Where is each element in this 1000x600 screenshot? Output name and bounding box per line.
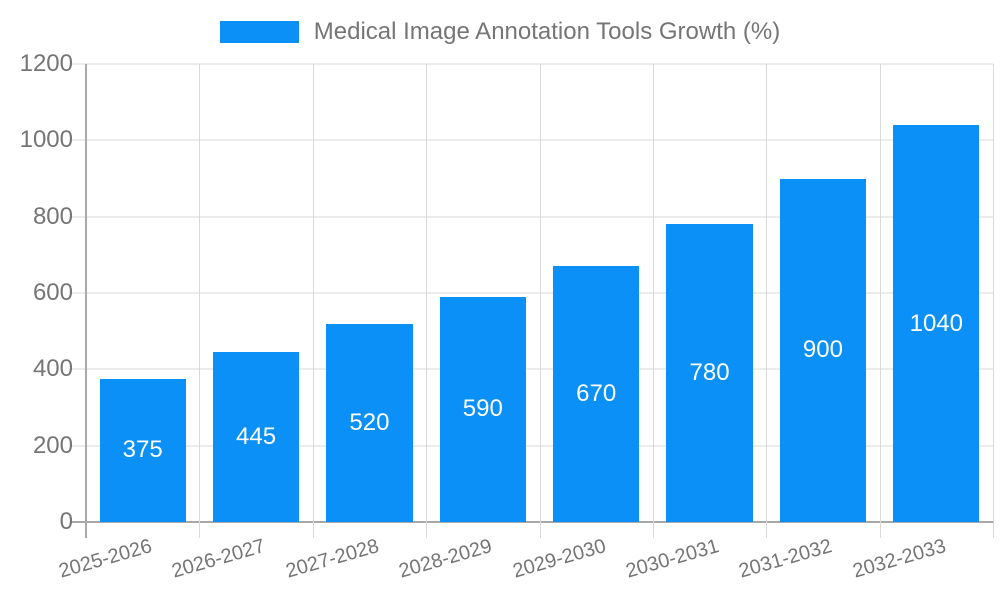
chart-legend[interactable]: Medical Image Annotation Tools Growth (%… bbox=[0, 18, 1000, 46]
x-tick-label: 2031-2032 bbox=[736, 535, 835, 583]
h-gridline bbox=[70, 445, 993, 447]
bar-value-label: 780 bbox=[689, 359, 730, 387]
bar-slot: 375 bbox=[86, 64, 199, 522]
legend-label: Medical Image Annotation Tools Growth (%… bbox=[313, 18, 781, 45]
bar-value-label: 375 bbox=[122, 436, 163, 464]
h-gridline bbox=[70, 216, 993, 218]
bar-value-label: 445 bbox=[236, 423, 277, 451]
y-tick-label: 0 bbox=[59, 508, 73, 535]
bar-slot: 780 bbox=[653, 64, 766, 522]
y-tick-label: 400 bbox=[32, 355, 73, 383]
bar-value-label: 520 bbox=[349, 408, 390, 436]
bar-slot: 1040 bbox=[880, 64, 993, 522]
x-tick-label: 2032-2033 bbox=[850, 535, 949, 583]
y-tick-label: 600 bbox=[32, 279, 73, 306]
x-axis-labels: 2025-2026 2026-2027 2027-2028 2028-2029 2029… bbox=[56, 522, 993, 600]
bar: 445 bbox=[212, 352, 300, 522]
legend-swatch bbox=[219, 21, 299, 43]
y-axis-line bbox=[85, 64, 87, 538]
v-gridline bbox=[879, 64, 881, 538]
h-gridline bbox=[70, 368, 993, 370]
bar-slot: 900 bbox=[766, 64, 879, 522]
v-gridline bbox=[766, 64, 768, 538]
bar: 670 bbox=[553, 266, 640, 522]
y-tick-label: 800 bbox=[32, 202, 73, 230]
h-gridline bbox=[70, 292, 993, 294]
bar: 590 bbox=[439, 296, 526, 522]
bar-value-label: 590 bbox=[462, 395, 503, 423]
h-gridline bbox=[70, 139, 993, 141]
v-gridline bbox=[993, 64, 994, 538]
bar: 1040 bbox=[893, 125, 980, 522]
x-tick-label: 2029-2030 bbox=[509, 535, 608, 583]
bar: 780 bbox=[666, 224, 753, 522]
bar-slot: 670 bbox=[540, 64, 653, 522]
y-axis-labels: 0 200 400 600 800 1000 1200 bbox=[20, 52, 993, 534]
y-tick-label: 200 bbox=[32, 431, 73, 459]
v-gridline bbox=[652, 64, 654, 538]
bar-slot: 590 bbox=[426, 64, 539, 522]
x-tick-label: 2025-2026 bbox=[56, 535, 155, 583]
h-gridline bbox=[70, 63, 993, 65]
v-gridline bbox=[199, 64, 201, 538]
v-gridline bbox=[312, 64, 314, 538]
y-tick-label: 1200 bbox=[19, 50, 73, 77]
bar: 900 bbox=[779, 178, 866, 522]
x-tick-label: 2026-2027 bbox=[169, 535, 268, 583]
v-gridline bbox=[426, 64, 428, 538]
gridlines-layer bbox=[70, 63, 994, 538]
y-tick-label: 1000 bbox=[19, 126, 73, 154]
bar-value-label: 670 bbox=[576, 380, 617, 408]
bar: 520 bbox=[326, 323, 413, 522]
bar-value-label: 1040 bbox=[909, 309, 963, 337]
bar-slot: 520 bbox=[313, 64, 426, 522]
v-gridline bbox=[539, 64, 541, 538]
plot-area: 0 200 400 600 800 1000 1200 375 445 520 590 670 780… bbox=[20, 52, 994, 583]
x-tick-label: 2027-2028 bbox=[283, 535, 382, 583]
x-tick-label: 2028-2029 bbox=[396, 535, 495, 583]
bar-value-label: 900 bbox=[802, 336, 843, 364]
bar-slot: 445 bbox=[199, 64, 312, 522]
x-tick-label: 2030-2031 bbox=[623, 535, 722, 583]
bars-layer: 375 445 520 590 670 780 900 1040 bbox=[86, 64, 993, 522]
x-axis-line bbox=[70, 521, 993, 523]
bar: 375 bbox=[99, 378, 186, 522]
